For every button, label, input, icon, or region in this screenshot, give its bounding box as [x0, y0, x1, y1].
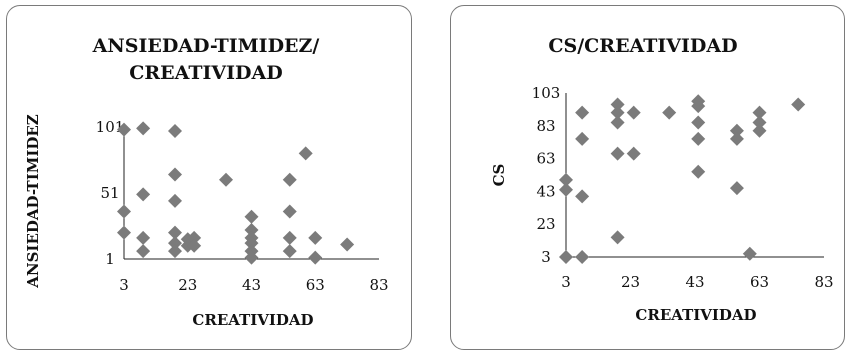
y-tick-label: 1 — [105, 250, 115, 268]
x-tick-label: 3 — [561, 273, 571, 291]
data-point-diamond — [168, 244, 182, 259]
data-point-diamond — [610, 105, 625, 120]
data-point-diamond — [752, 115, 767, 130]
x-tick-label: 43 — [685, 273, 704, 291]
data-point-diamond — [282, 172, 297, 187]
data-point-diamond — [282, 230, 297, 245]
data-point-diamond — [136, 230, 151, 245]
data-point-diamond — [244, 209, 259, 224]
data-point-diamond — [729, 181, 744, 196]
y-tick-label: 51 — [100, 184, 119, 202]
data-point-diamond — [187, 238, 202, 253]
data-point-diamond — [662, 105, 677, 120]
data-point-diamond — [729, 123, 744, 138]
data-point-diamond — [168, 123, 182, 138]
data-point-diamond — [136, 187, 151, 202]
data-point-diamond — [168, 167, 182, 182]
data-point-diamond — [575, 189, 590, 204]
x-tick-label: 83 — [369, 276, 388, 294]
data-point-diamond — [308, 230, 323, 245]
y-tick-label: 83 — [536, 117, 555, 135]
data-point-diamond — [691, 115, 706, 130]
chart-ansiedad-creatividad: ANSIEDAD-TIMIDEZ/ CREATIVIDAD 3 23 43 63 83 … — [24, 35, 389, 329]
data-point-diamond — [219, 172, 233, 187]
data-point-diamond — [117, 225, 131, 240]
x-tick-label: 3 — [119, 276, 129, 294]
data-point-diamond — [187, 230, 202, 245]
data-point-diamond — [559, 250, 573, 264]
x-tick-label: 63 — [750, 273, 769, 291]
data-point-diamond — [626, 105, 641, 120]
data-point-diamond — [308, 250, 323, 265]
data-point-diamond — [610, 146, 625, 161]
data-point-diamond — [575, 131, 590, 146]
y-tick-label: 43 — [536, 182, 555, 200]
data-point-diamond — [244, 222, 259, 237]
chart-panel-ansiedad — [6, 5, 412, 350]
y-axis-label: ANSIEDAD-TIMIDEZ — [24, 114, 42, 289]
x-tick-label: 43 — [242, 276, 261, 294]
data-point-diamond — [117, 204, 131, 219]
data-point-diamond — [610, 230, 625, 245]
data-point-diamond — [340, 237, 355, 252]
y-tick-label: 63 — [536, 150, 555, 168]
y-tick-label: 101 — [96, 118, 125, 136]
data-point-diamond — [559, 182, 573, 197]
data-point-diamond — [791, 97, 806, 112]
x-tick-label: 83 — [814, 273, 833, 291]
data-point-diamond — [244, 250, 259, 265]
x-axis-label: CREATIVIDAD — [635, 306, 756, 324]
chart-cs-creatividad: CS/CREATIVIDAD 3 23 43 63 83 3 23 43 63 83 103 CR… — [490, 35, 834, 324]
data-point-diamond — [752, 123, 767, 138]
data-point-diamond — [559, 172, 573, 187]
y-axis-label: CS — [490, 164, 508, 187]
y-tick-label: 23 — [536, 215, 555, 233]
data-point-diamond — [575, 105, 590, 120]
y-tick-label: 103 — [532, 84, 561, 102]
y-tick-label: 3 — [541, 248, 551, 266]
data-point-diamond — [136, 244, 151, 259]
data-point-diamond — [168, 225, 182, 240]
data-point-diamond — [610, 97, 625, 112]
chart-panel-cs — [450, 5, 845, 350]
data-point-diamond — [136, 121, 151, 136]
x-axis-label: CREATIVIDAD — [192, 311, 313, 329]
data-point-diamond — [117, 122, 131, 137]
x-tick-label: 23 — [178, 276, 197, 294]
data-point-diamond — [282, 204, 297, 219]
data-point-diamond — [691, 99, 706, 114]
chart-title-line2: CREATIVIDAD — [129, 62, 282, 84]
chart-title-line1: ANSIEDAD-TIMIDEZ/ — [92, 35, 320, 57]
data-point-diamond — [168, 236, 182, 251]
data-point-diamond — [691, 164, 706, 179]
data-point-diamond — [729, 131, 744, 146]
data-point-diamond — [742, 246, 757, 261]
data-point-diamond — [168, 193, 182, 208]
x-tick-label: 63 — [306, 276, 325, 294]
chart-title: CS/CREATIVIDAD — [548, 35, 737, 57]
data-point-diamond — [691, 131, 706, 146]
data-point-diamond — [298, 146, 313, 161]
data-point-diamond — [752, 105, 767, 120]
data-point-diamond — [610, 115, 625, 130]
x-tick-label: 23 — [621, 273, 640, 291]
data-point-diamond — [282, 244, 297, 259]
data-point-diamond — [244, 236, 259, 251]
data-point-diamond — [575, 250, 590, 264]
data-point-diamond — [626, 146, 641, 161]
